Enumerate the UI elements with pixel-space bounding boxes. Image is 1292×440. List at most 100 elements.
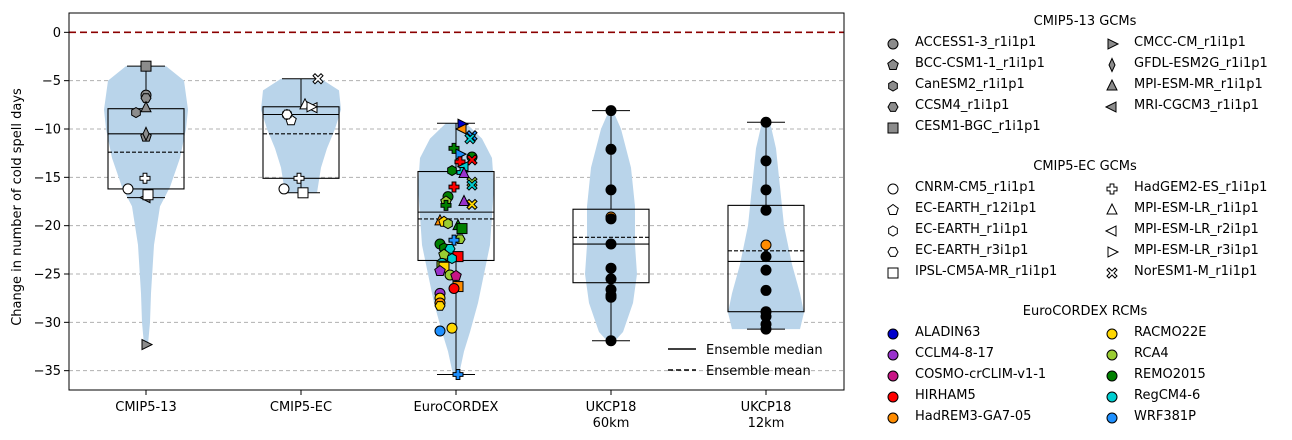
legend-marker [1107,38,1120,50]
violin-0 [104,66,188,345]
legend-median-label: Ensemble median [706,343,823,358]
legend-marker [887,203,899,215]
legend-marker [1106,78,1118,91]
legend-marker [1104,225,1117,237]
legend-marker [887,58,899,70]
y-tick-label: −5 [42,74,61,89]
hexagon-marker-icon [888,80,898,92]
legend-marker [887,370,899,382]
legend-item-label: HIRHAM5 [915,388,976,403]
legend-marker [887,122,899,134]
ukcp18-60km-point [605,143,617,155]
eurocordex-point [456,223,468,235]
legend-item-label: WRF381P [1134,409,1197,424]
eurocordex-point [454,123,467,135]
hexagon2-marker-icon [887,102,899,112]
ukcp18-12km-point [760,204,772,216]
legend-item-label: HadREM3-GA7-05 [915,409,1032,424]
ukcp18-60km-point [605,335,617,347]
eurocordex-point [464,132,476,145]
cmip5-13-extra-point [122,183,134,195]
ukcp18-12km-point [760,284,772,296]
legend-marker [887,247,899,257]
circle-marker-icon [1106,328,1118,340]
legend-item-label: ACCESS1-3_r1i1p1 [915,35,1037,50]
legend-item-label: RCA4 [1134,346,1169,361]
circle-marker-icon [1106,391,1118,403]
legend-item-label: EC-EARTH_r1i1p1 [915,222,1029,237]
legend-mean-label: Ensemble mean [706,364,811,379]
legend-marker [887,102,899,112]
legend-item-label: MPI-ESM-LR_r2i1p1 [1134,222,1259,237]
legend-marker [1107,246,1120,258]
y-tick-label: −20 [34,219,61,234]
hexagon-marker-icon [888,225,898,237]
eurocordex-point [448,283,460,294]
ukcp18-60km-point [605,184,617,196]
x-tick-label: CMIP5-EC [270,400,332,415]
plot-area: 0 −5 −10 −15 −20 −25 −30 −35 CMIP5-13 CMIP5-EC Eur… [34,12,845,431]
ukcp18-60km-point [605,238,617,250]
y-tick-label: −30 [34,316,61,331]
legend-item-label: CMCC-CM_r1i1p1 [1134,35,1246,50]
box-legend: Ensemble median Ensemble mean [668,343,823,379]
legend-item-label: MRI-CGCM3_r1i1p1 [1134,98,1260,113]
cmip5-13-point [140,100,152,113]
thin-diamond-marker-icon [1108,57,1116,73]
cmip5-ec-point [278,183,290,195]
ukcp18-12km-point [760,155,772,167]
tri-left-marker-icon [1104,101,1117,113]
legend-item-label: CCLM4-8-17 [915,346,995,361]
legend-item-label: NorESM1-M_r1i1p1 [1134,264,1258,279]
square-marker-icon [887,122,899,134]
pentagon-marker-icon [887,203,899,215]
ukcp18-12km-point [760,323,772,335]
cmip5-13-extra-point [142,189,154,201]
y-tick-label: −10 [34,123,61,138]
ukcp18-12km-point [760,264,772,276]
x-tick-label-line2: 60km [593,416,630,431]
eurocordex-point [458,166,470,178]
cmip5-13-point [142,126,150,142]
legend-marker [887,391,899,403]
eurocordex-point [443,218,453,230]
x-tick-label: UKCP18 [741,400,792,415]
legend-item-label: MPI-ESM-MR_r1i1p1 [1134,77,1263,92]
ukcp18-60km-point [605,213,617,225]
tri-up-marker-icon [1106,78,1118,91]
ukcp18-60km-point [605,262,617,274]
eurocordex-point [448,181,460,193]
legend-marker [887,349,899,361]
square-marker-icon [887,267,899,279]
cmip5-ec-point [293,172,305,184]
violin-4 [728,122,804,330]
ukcp18-60km-point [605,273,617,285]
x-tick-label: UKCP18 [586,400,637,415]
legend-item-label: RegCM4-6 [1134,388,1201,403]
legend-marker [888,80,898,92]
eurocordex-point [434,301,446,311]
y-tick-label: −15 [34,171,61,186]
eurocordex-point [446,322,458,334]
eurocordex-point [447,252,457,265]
eurocordex-point [452,369,464,381]
ukcp18-12km-point [760,239,772,251]
eurocordex-point [447,164,457,177]
cmip5-ec-point [297,187,309,199]
circle-marker-icon [1106,412,1118,424]
legend-marker [887,328,899,340]
x-tick-label-line2: 12km [748,416,785,431]
tri-right-marker-icon [1107,246,1120,258]
legend-marker [888,225,898,237]
legend-marker [1106,412,1118,424]
cmip5-13-point [140,93,152,103]
legend-marker [1106,202,1118,215]
cmip5-13-point [141,338,154,351]
eurocordex-point [448,234,460,246]
legend-item-label: HadGEM2-ES_r1i1p1 [1134,180,1268,195]
legend-item-label: ALADIN63 [915,325,981,340]
legend-marker [887,267,899,279]
eurocordex-point [458,194,470,206]
legend-marker [887,412,899,424]
